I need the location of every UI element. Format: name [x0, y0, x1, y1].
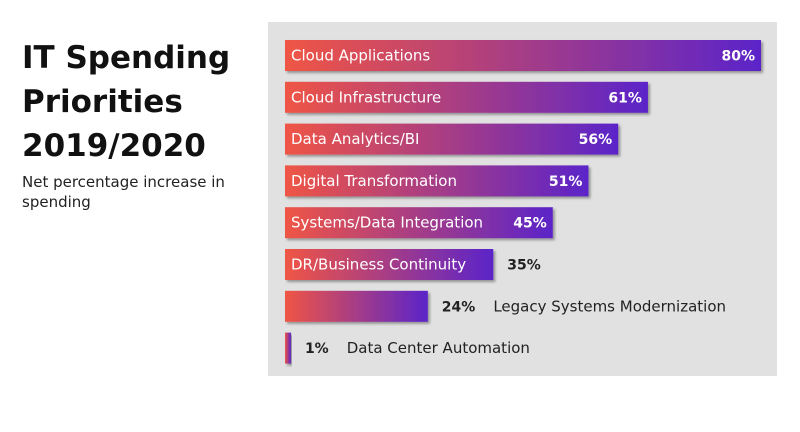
bar-data-analytics-bi — [285, 123, 619, 155]
bar-dr-business-continuity — [285, 249, 494, 280]
value-label-systems-data-integration: 45% — [513, 216, 547, 232]
bar-legacy-systems-modernization — [285, 290, 428, 322]
bar-systems-data-integration — [285, 207, 553, 239]
value-label-data-analytics-bi: 56% — [579, 132, 613, 148]
value-label-dr-business-continuity: 35% — [507, 258, 541, 274]
value-label-data-center-automation: 1% — [305, 341, 329, 357]
value-label-legacy-systems-modernization: 24% — [442, 299, 476, 315]
category-label-data-analytics-bi: Data Analytics/BI — [291, 130, 419, 148]
category-label-digital-transformation: Digital Transformation — [291, 172, 457, 190]
category-label-dr-business-continuity: DR/Business Continuity — [291, 256, 466, 274]
chart-subtitle: Net percentage increase in spending — [22, 173, 225, 211]
value-label-cloud-infrastructure: 61% — [608, 90, 642, 106]
chart-panel: Cloud Applications 80% Cloud Infrastructur… — [268, 22, 777, 376]
bar-digital-transformation — [285, 165, 589, 197]
chart-title: IT Spending Priorities 2019/2020 — [22, 40, 231, 164]
category-label-cloud-infrastructure: Cloud Infrastructure — [291, 88, 441, 106]
category-label-data-center-automation: Data Center Automation — [347, 339, 530, 357]
category-label-legacy-systems-modernization: Legacy Systems Modernization — [493, 297, 726, 315]
bar-cloud-infrastructure — [285, 81, 648, 113]
bar-data-center-automation — [285, 332, 291, 364]
value-label-digital-transformation: 51% — [549, 174, 583, 190]
value-label-cloud-applications: 80% — [721, 49, 755, 65]
bar-chart: Cloud Applications 80% Cloud Infrastructur… — [285, 40, 761, 364]
category-label-systems-data-integration: Systems/Data Integration — [291, 214, 483, 232]
bar-cloud-applications — [285, 40, 761, 71]
category-label-cloud-applications: Cloud Applications — [291, 47, 430, 65]
